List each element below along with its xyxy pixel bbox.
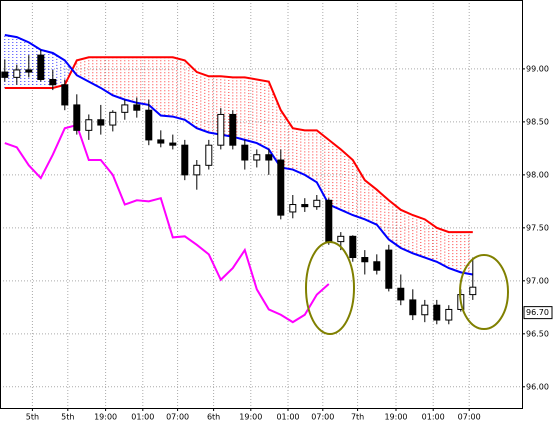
x-tick-label: 19:00 [384, 413, 407, 422]
candle-body [169, 142, 177, 146]
candle-body [337, 235, 345, 243]
x-tick-label: 6th [207, 413, 220, 422]
x-tick-label: 19:00 [239, 413, 262, 422]
candle-body [85, 119, 93, 131]
x-tick-label: 07:00 [311, 413, 334, 422]
plot-frame [0, 0, 523, 409]
candle-body [37, 54, 45, 80]
candle-body [241, 144, 249, 161]
candle-body [97, 119, 105, 126]
candle-body [229, 113, 237, 146]
candle-body [145, 109, 153, 141]
x-tick-label: 07:00 [458, 413, 481, 422]
candle-body [445, 308, 453, 321]
candle-body [109, 111, 117, 126]
candle-body [373, 261, 381, 271]
candle-body [433, 304, 441, 321]
candle-body [325, 199, 333, 243]
candle-body [217, 113, 225, 146]
candle-body [157, 139, 165, 144]
candle-body [1, 71, 9, 78]
candle-body [409, 299, 417, 316]
line [4, 56, 473, 234]
candle-body [73, 104, 81, 131]
y-tick-label: 97.00 [526, 276, 549, 285]
candle-body [253, 154, 261, 161]
candle-body [13, 69, 21, 78]
y-tick-label: 96.00 [526, 382, 549, 391]
axes: 96.00 96.50 97.00 97.50 98.00 98.50 99.00 5th 5t… [26, 64, 553, 422]
y-tick-label: 96.50 [526, 329, 549, 338]
x-tick-label: 01:00 [276, 413, 299, 422]
candle-body [397, 287, 405, 301]
candle-body [193, 164, 201, 176]
x-tick-label: 19:00 [94, 413, 117, 422]
candle-body [133, 104, 141, 111]
candle-body [361, 257, 369, 263]
x-tick-label: 7th [351, 413, 364, 422]
candle-body [25, 69, 33, 73]
candles [1, 49, 477, 325]
candle-body [469, 286, 477, 296]
y-tick-label: 99.00 [526, 64, 549, 73]
candle-body [121, 104, 129, 113]
candle-body [205, 144, 213, 166]
y-tick-label: 97.50 [526, 223, 549, 232]
last-price-box [523, 306, 553, 320]
x-tick-label: 07:00 [166, 413, 189, 422]
candle-body [421, 304, 429, 316]
x-tick-label: 5th [61, 413, 74, 422]
y-tick-label: 98.00 [526, 170, 549, 179]
line [4, 33, 473, 276]
candle-body [181, 144, 189, 176]
candle-body [301, 204, 309, 208]
x-tick-label: 5th [26, 413, 39, 422]
candle-body [277, 159, 285, 216]
y-tick-label: 98.50 [526, 117, 549, 126]
cloud [4, 34, 470, 274]
candle-body [265, 154, 273, 161]
candle-body [385, 249, 393, 289]
x-tick-label: 01:00 [131, 413, 154, 422]
candle-body [49, 78, 57, 86]
line [4, 123, 330, 324]
candle-body [313, 199, 321, 208]
candle-body [349, 235, 357, 259]
candle-body [61, 84, 69, 106]
candle-body [289, 204, 297, 213]
x-tick-label: 01:00 [422, 413, 445, 422]
grid [0, 0, 522, 408]
lines [4, 33, 473, 324]
highlight-circle [459, 254, 509, 330]
last-price-label: 96.70 [526, 308, 549, 317]
highlight-circle [305, 241, 355, 335]
